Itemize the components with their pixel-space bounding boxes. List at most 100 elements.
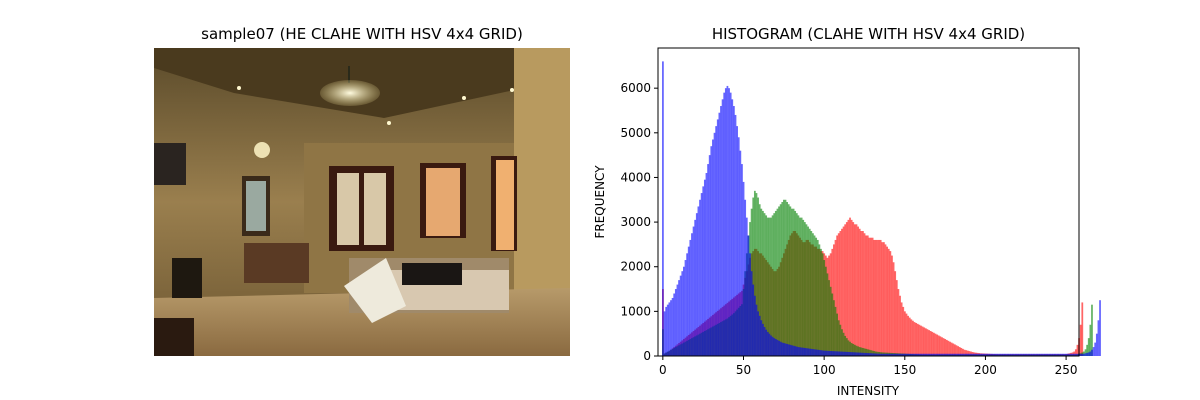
histogram-bar [1060, 353, 1063, 356]
histogram-bar [781, 342, 784, 356]
histogram-bar [891, 255, 893, 356]
histogram-bar [816, 239, 819, 356]
histogram-bar [857, 226, 859, 356]
histogram-bar [1015, 353, 1018, 356]
histogram-bar [762, 210, 764, 356]
histogram-bar [758, 204, 761, 356]
histogram-bar [858, 228, 861, 356]
histogram-bar [1089, 324, 1092, 356]
histogram-bar [721, 99, 724, 356]
histogram-bar [850, 343, 853, 356]
histogram-bar [834, 306, 837, 356]
histogram-bar [750, 271, 753, 356]
histogram-bar [733, 106, 735, 356]
histogram-bar [1099, 300, 1101, 356]
histogram-bar [900, 353, 903, 356]
histogram-bar [792, 208, 795, 356]
histogram-bar [847, 219, 850, 356]
histogram-bar [837, 351, 840, 356]
plot-frame [657, 47, 1080, 357]
histogram-bar [739, 150, 742, 356]
histogram-bar [892, 353, 895, 356]
histogram-bar [753, 190, 756, 356]
histogram-bar [826, 273, 829, 356]
histogram-bar [873, 353, 876, 356]
histogram-bar [874, 353, 877, 356]
bedroom-photo [154, 48, 570, 356]
histogram-bar [681, 271, 684, 356]
histogram-bar [1058, 353, 1061, 356]
histogram-bar [953, 344, 956, 356]
histogram-bar [965, 353, 968, 356]
histogram-bar [666, 304, 669, 356]
histogram-bar [826, 350, 829, 356]
histogram-bar [1068, 353, 1071, 356]
histogram-bar [765, 215, 768, 356]
histogram-bar [844, 335, 847, 356]
histogram-bar [770, 217, 772, 356]
histogram-bar [1024, 353, 1027, 356]
y-tick-label: 2000 [620, 260, 651, 274]
histogram-bar [912, 320, 914, 356]
histogram-bar [1036, 353, 1039, 356]
histogram-bar [937, 335, 940, 356]
x-axis-label: INTENSITY [837, 384, 900, 398]
histogram-bar [1013, 353, 1016, 356]
histogram-bar [860, 352, 863, 356]
histogram-bar [752, 284, 755, 356]
histogram-bar [744, 199, 747, 356]
histogram-bar [729, 92, 732, 356]
histogram-bar [1031, 353, 1034, 356]
histogram-bar [663, 311, 666, 356]
histogram-bar [955, 353, 958, 356]
histogram-bar [1052, 353, 1055, 356]
x-axis-ticks: 0 50 100 150 200 250 [659, 356, 1078, 377]
histogram-bar [915, 353, 918, 356]
histogram-bar [737, 137, 740, 356]
histogram-bar [799, 347, 801, 356]
histogram-bar [1057, 353, 1059, 356]
histogram-bar [924, 328, 927, 356]
histogram-bar [908, 353, 911, 356]
histogram-bar [786, 343, 788, 356]
histogram-bar [933, 353, 935, 356]
histogram-bar [886, 353, 888, 356]
histogram-bar [941, 353, 943, 356]
histogram-bars [662, 61, 1101, 357]
histogram-bar [947, 340, 950, 356]
histogram-bar [949, 341, 951, 356]
histogram-bar [868, 353, 871, 356]
histogram-bar [791, 345, 793, 356]
histogram-bar [866, 353, 869, 356]
histogram-bar [907, 353, 909, 356]
histogram-bar [920, 325, 922, 356]
histogram-bar [1005, 353, 1008, 356]
histogram-bar [863, 348, 866, 356]
y-tick-label: 0 [643, 349, 651, 363]
histogram-bar [897, 289, 900, 356]
histogram-bar [873, 239, 876, 356]
histogram-bar [708, 155, 711, 356]
histogram-bar [894, 353, 897, 356]
histogram-bar [705, 172, 708, 356]
histogram-bar [726, 85, 729, 356]
histogram-bar [929, 331, 932, 356]
histogram-bar [784, 199, 787, 356]
histogram-bar [903, 353, 906, 356]
histogram-bar [983, 353, 985, 356]
x-tick-label: 250 [1055, 363, 1078, 377]
histogram-bar [810, 231, 813, 356]
histogram-bar [862, 231, 864, 356]
histogram-bar [847, 351, 850, 356]
histogram-bar [945, 339, 948, 356]
histogram-bar [829, 286, 832, 356]
histogram-bar [900, 302, 903, 356]
histogram-bar [1084, 353, 1087, 356]
histogram-bar [960, 353, 963, 356]
histogram-bar [928, 330, 930, 356]
histogram-bar [699, 199, 701, 356]
histogram-bar [807, 348, 809, 356]
histogram-bar [736, 126, 738, 357]
histogram-bar [821, 350, 824, 356]
histogram-bar [1097, 320, 1100, 356]
